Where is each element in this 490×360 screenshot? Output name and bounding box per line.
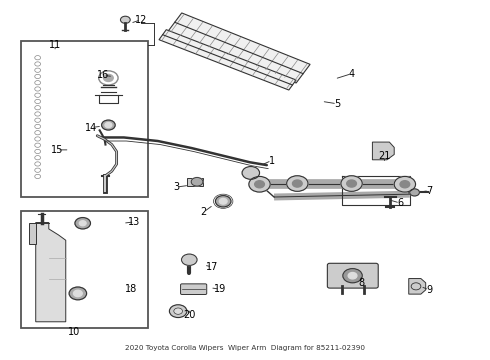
Bar [21, 211, 148, 328]
Circle shape [220, 198, 227, 204]
Text: 13: 13 [128, 217, 141, 227]
Circle shape [174, 308, 182, 314]
Text: 2: 2 [201, 207, 207, 217]
Polygon shape [159, 30, 296, 90]
Text: 18: 18 [125, 284, 137, 294]
Circle shape [121, 16, 130, 23]
Circle shape [181, 254, 197, 265]
Text: 21: 21 [378, 151, 391, 161]
Polygon shape [29, 222, 36, 244]
Polygon shape [372, 142, 394, 160]
Circle shape [343, 269, 362, 283]
Circle shape [410, 189, 419, 196]
Circle shape [400, 181, 410, 188]
Text: 19: 19 [214, 284, 226, 294]
Circle shape [69, 287, 87, 300]
Circle shape [242, 167, 260, 179]
Circle shape [170, 305, 187, 318]
Text: 10: 10 [68, 327, 80, 337]
Circle shape [293, 180, 302, 187]
Text: 1: 1 [269, 156, 275, 166]
Circle shape [74, 290, 82, 297]
Text: 17: 17 [206, 262, 218, 272]
Circle shape [287, 176, 308, 192]
Text: 12: 12 [135, 15, 147, 25]
Circle shape [191, 177, 203, 186]
Circle shape [103, 75, 113, 81]
Circle shape [216, 195, 231, 207]
Text: 2020 Toyota Corolla Wipers  Wiper Arm  Diagram for 85211-02390: 2020 Toyota Corolla Wipers Wiper Arm Dia… [125, 345, 365, 351]
Circle shape [105, 123, 112, 127]
Bar [21, 41, 148, 197]
Text: 20: 20 [183, 310, 196, 320]
Circle shape [255, 181, 265, 188]
Circle shape [249, 176, 270, 192]
Text: 11: 11 [49, 40, 61, 50]
Circle shape [348, 273, 357, 279]
Circle shape [79, 221, 86, 226]
FancyBboxPatch shape [327, 263, 378, 288]
Text: 8: 8 [358, 278, 365, 288]
Circle shape [75, 217, 91, 229]
Text: 7: 7 [426, 186, 432, 195]
Text: 6: 6 [397, 198, 403, 208]
Text: 4: 4 [348, 69, 355, 79]
Circle shape [347, 180, 356, 187]
Text: 3: 3 [173, 182, 179, 192]
Text: 16: 16 [98, 71, 110, 80]
Circle shape [394, 176, 416, 192]
Circle shape [341, 176, 362, 192]
Text: 9: 9 [426, 285, 432, 295]
Polygon shape [36, 222, 66, 322]
FancyBboxPatch shape [181, 284, 207, 294]
Text: 15: 15 [51, 145, 63, 155]
Text: 5: 5 [334, 99, 340, 109]
Polygon shape [168, 13, 310, 83]
Circle shape [101, 120, 115, 130]
Polygon shape [409, 279, 426, 294]
Polygon shape [187, 177, 203, 186]
Text: 14: 14 [85, 122, 98, 132]
